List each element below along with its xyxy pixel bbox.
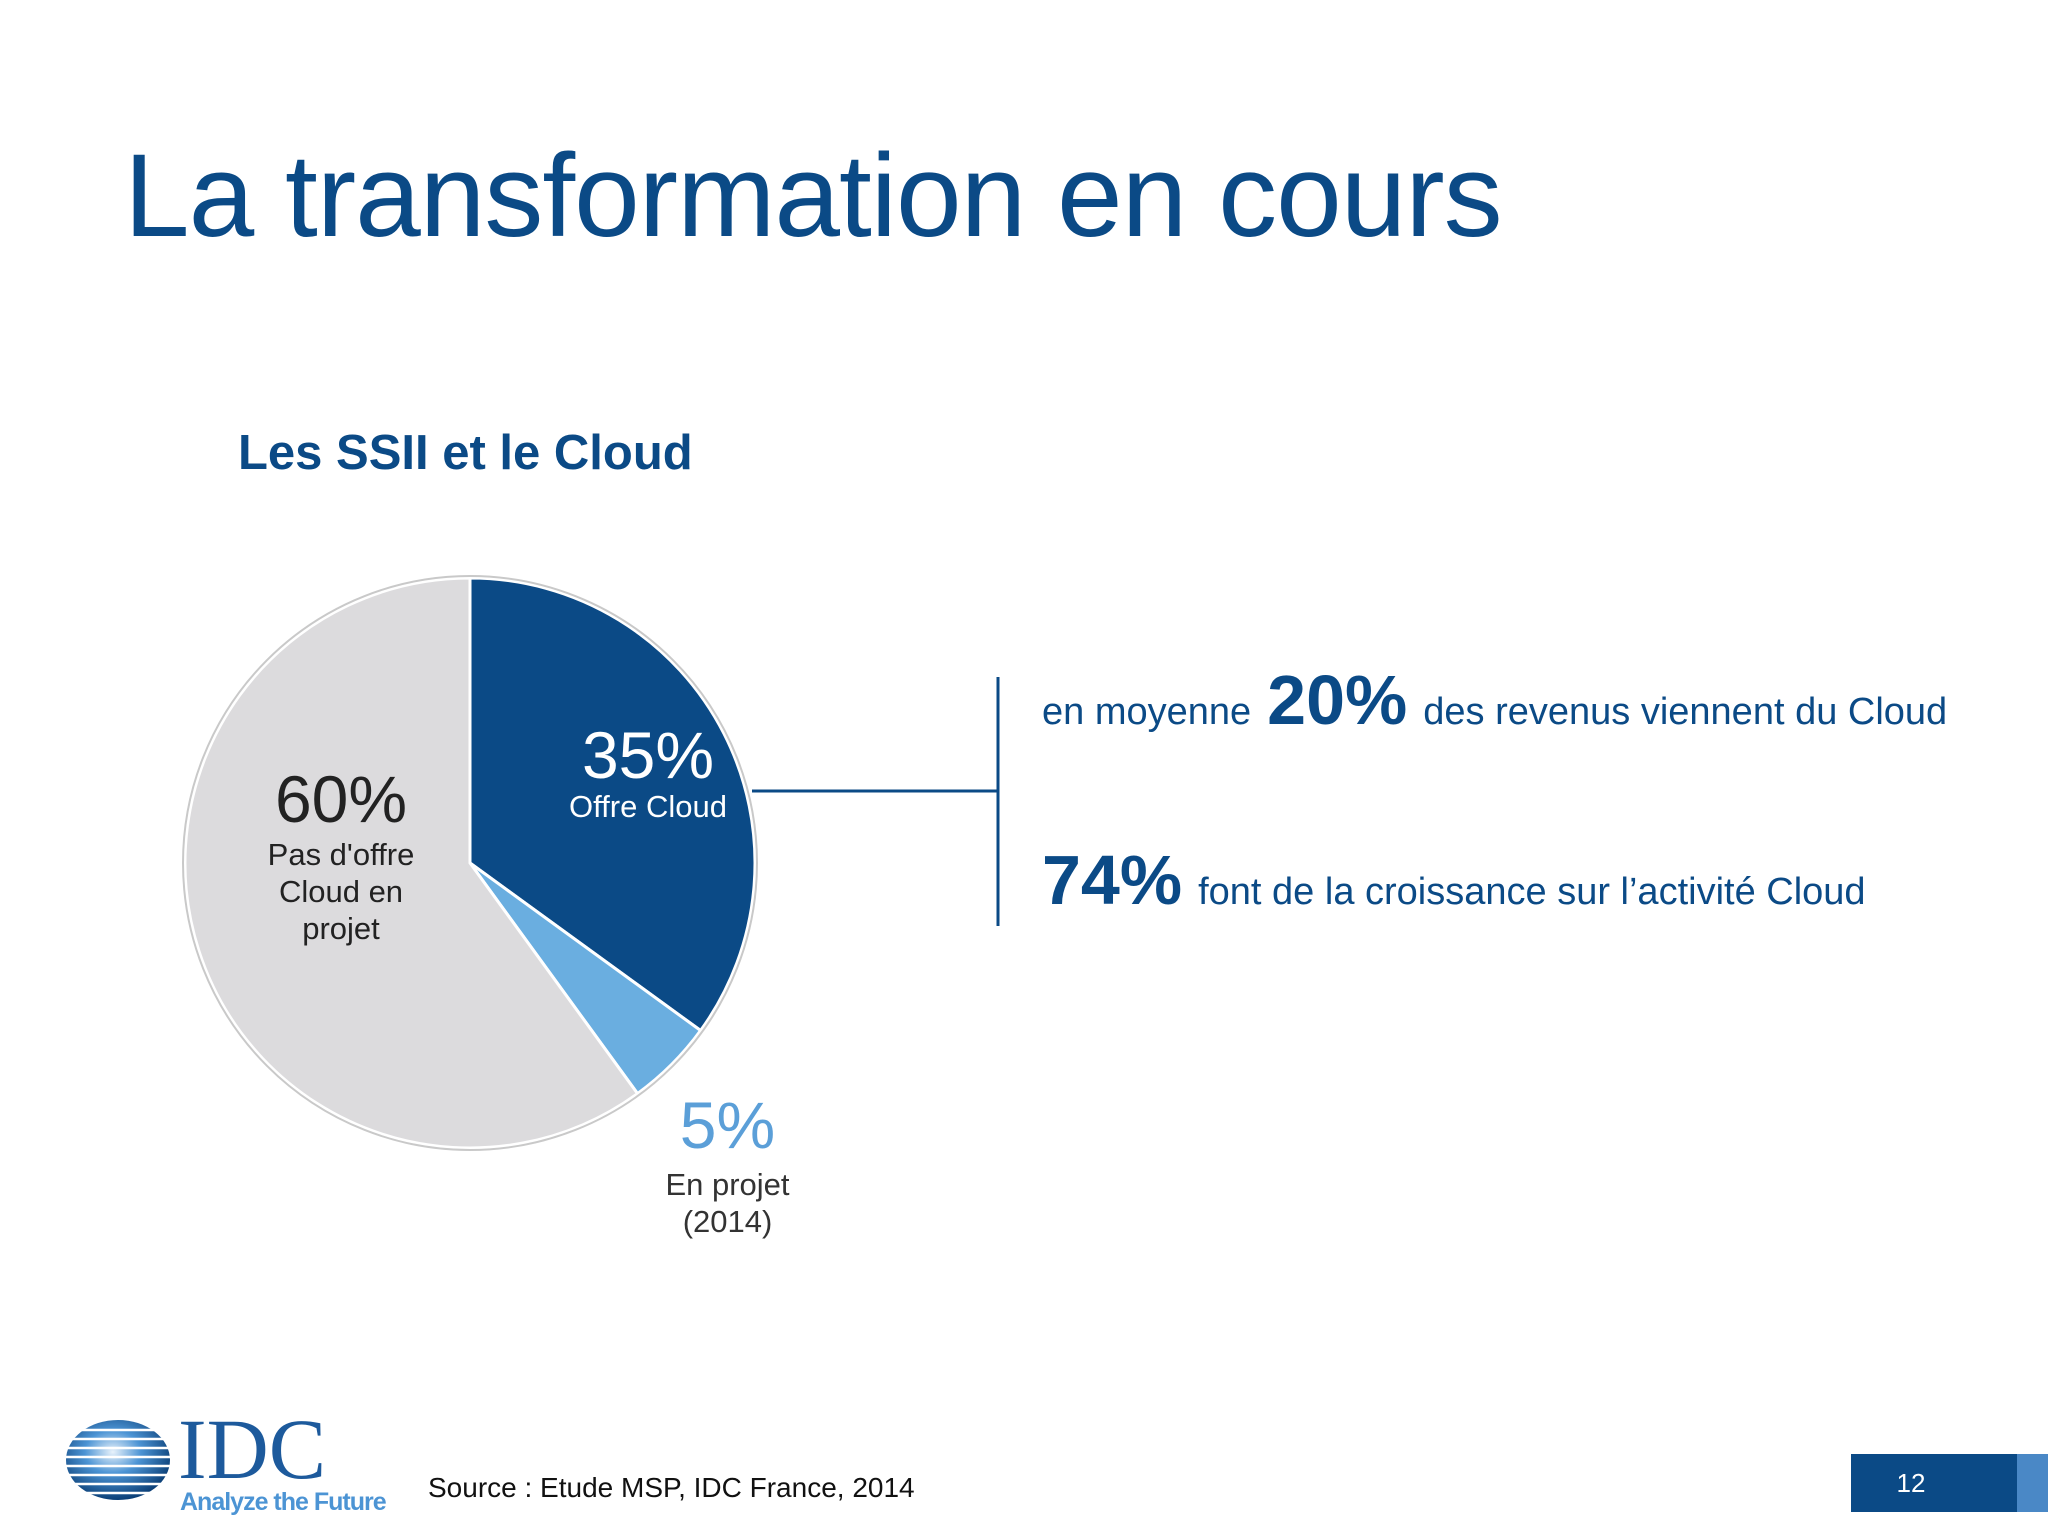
slice-pct-offre-cloud: 35% bbox=[581, 718, 715, 792]
stat-croissance: 74% font de la croissance sur l’activité … bbox=[1042, 840, 1866, 920]
stat-revenus: en moyenne 20% des revenus viennent du Clo… bbox=[1042, 660, 1947, 740]
pie-slice-0 bbox=[468, 576, 757, 1033]
idc-globe-icon bbox=[60, 1420, 176, 1500]
idc-wordmark: IDC bbox=[178, 1401, 327, 1497]
slide-title: La transformation en cours bbox=[124, 130, 1503, 262]
page-number: 12 bbox=[1896, 1468, 1926, 1498]
page-number-badge: 12 bbox=[1851, 1454, 2048, 1512]
chart-title: Les SSII et le Cloud bbox=[238, 426, 693, 480]
slice-pct-pas-offre: 60% bbox=[274, 762, 408, 836]
idc-tagline: Analyze the Future bbox=[180, 1488, 387, 1516]
stat-revenus-value: 20% bbox=[1267, 661, 1408, 739]
slice-desc-offre-cloud: Offre Cloud bbox=[569, 789, 727, 824]
callout-connector bbox=[752, 677, 1000, 926]
source-note: Source : Etude MSP, IDC France, 2014 bbox=[428, 1472, 915, 1503]
slice-label-en-projet: 5% En projet (2014) bbox=[640, 1092, 815, 1240]
pie-slice-2 bbox=[183, 576, 640, 1150]
slice-label-pas-offre: 60% Pas d'offre Cloud en projet bbox=[236, 766, 446, 948]
page-number-badge-edge bbox=[2017, 1454, 2048, 1512]
stat-revenus-prefix: en moyenne bbox=[1042, 691, 1252, 733]
stat-revenus-suffix: des revenus viennent du Cloud bbox=[1423, 691, 1948, 733]
stat-croissance-value: 74% bbox=[1042, 841, 1183, 919]
pie-outline bbox=[182, 575, 758, 1151]
slice-desc-pas-offre: Pas d'offre Cloud en projet bbox=[267, 837, 415, 947]
slice-pct-en-projet: 5% bbox=[679, 1088, 776, 1162]
stat-croissance-suffix: font de la croissance sur l’activité Clo… bbox=[1198, 871, 1866, 913]
slice-desc-en-projet: En projet (2014) bbox=[665, 1167, 790, 1240]
slice-label-offre-cloud: 35% Offre Cloud bbox=[548, 722, 748, 825]
idc-logo: IDC Analyze the Future bbox=[60, 1406, 390, 1522]
